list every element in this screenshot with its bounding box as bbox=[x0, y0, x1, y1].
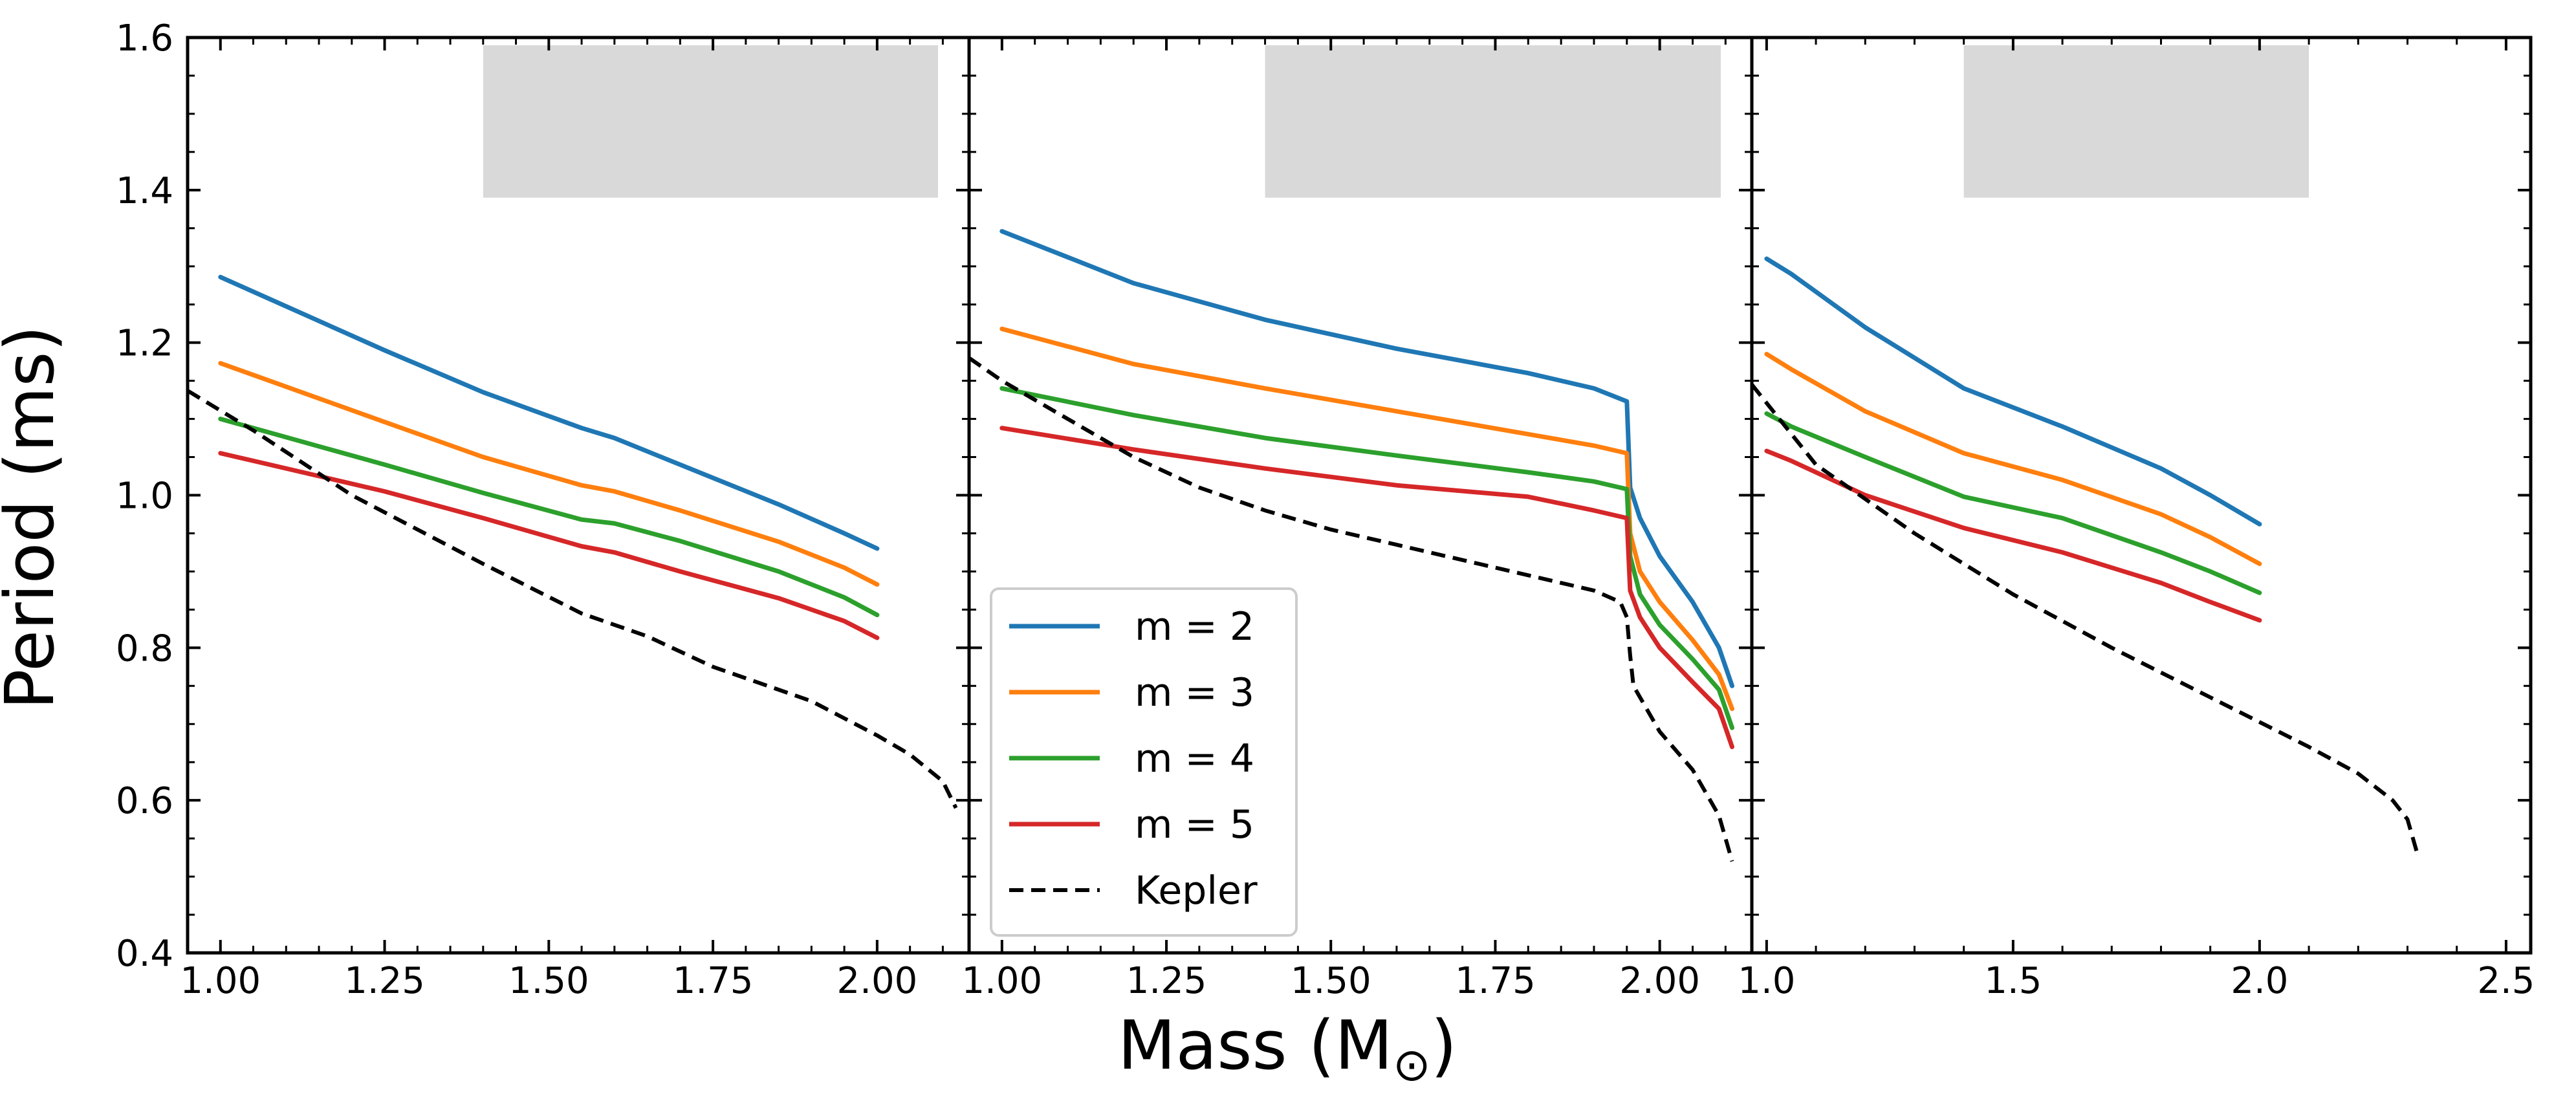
legend-box bbox=[990, 587, 1298, 937]
x-tick-label: 2.0 bbox=[2231, 960, 2288, 1002]
x-tick-label: 2.00 bbox=[1619, 960, 1700, 1002]
x-tick-label: 2.5 bbox=[2477, 960, 2535, 1002]
panels: 1.00 1.25 1.50 1.75 2.00 0.4 0.6 0.8 1.0 1.2 1.4 1.… bbox=[116, 17, 2535, 1002]
series-line-m-3 bbox=[999, 326, 1734, 712]
x-axis-label-main: Mass (M bbox=[1118, 1006, 1393, 1085]
shaded-region bbox=[1963, 45, 2309, 198]
series-line-m-4 bbox=[1764, 411, 2262, 595]
series-line-kepler bbox=[188, 389, 958, 809]
y-tick-label: 1.4 bbox=[116, 170, 173, 212]
x-tick-label: 1.50 bbox=[1291, 960, 1371, 1002]
y-tick-label: 0.4 bbox=[116, 933, 173, 975]
x-tick-label: 1.00 bbox=[961, 960, 1042, 1002]
panel-middle: 1.00 1.25 1.50 1.75 2.00 bbox=[961, 36, 1754, 1002]
x-tick-label: 1.75 bbox=[673, 960, 754, 1002]
shaded-region bbox=[1265, 45, 1721, 198]
x-tick-label: 1.50 bbox=[508, 960, 589, 1002]
x-tick-label: 1.75 bbox=[1455, 960, 1536, 1002]
shaded-region bbox=[483, 45, 938, 198]
series-line-m-3 bbox=[218, 361, 880, 587]
legend-label: m = 4 bbox=[1135, 736, 1254, 781]
legend-label: m = 5 bbox=[1135, 802, 1254, 847]
y-tick-label: 1.0 bbox=[116, 475, 173, 518]
y-tick-label: 1.6 bbox=[116, 17, 173, 60]
series-line-m-4 bbox=[218, 417, 880, 618]
x-tick-label: 1.25 bbox=[1126, 960, 1207, 1002]
x-tick-label: 1.0 bbox=[1738, 960, 1795, 1002]
legend-label: m = 2 bbox=[1135, 604, 1254, 649]
legend-label: m = 3 bbox=[1135, 670, 1254, 715]
panel-right: 1.0 1.5 2.0 2.5 bbox=[1738, 36, 2535, 1002]
panel-left: 1.00 1.25 1.50 1.75 2.00 0.4 0.6 0.8 1.0 1.2 1.4 1.… bbox=[116, 17, 971, 1002]
series-line-m-2 bbox=[1764, 256, 2262, 527]
x-axis-label: Mass (M⊙) bbox=[1118, 1006, 1457, 1091]
series-line-m-4 bbox=[999, 386, 1734, 730]
series-line-m-5 bbox=[218, 451, 880, 640]
legend: m = 2 m = 3 m = 4 m = 5 Kepler bbox=[990, 587, 1298, 937]
series-group bbox=[969, 229, 1734, 862]
y-tick-label: 0.8 bbox=[116, 627, 173, 670]
series-line-kepler bbox=[969, 356, 1734, 862]
x-tick-label: 1.25 bbox=[344, 960, 425, 1002]
y-tick-label: 0.6 bbox=[116, 780, 173, 822]
series-line-kepler bbox=[1752, 383, 2419, 855]
series-line-m-5 bbox=[1764, 448, 2262, 623]
x-axis-label-close: ) bbox=[1431, 1006, 1457, 1085]
series-line-m-2 bbox=[218, 274, 880, 551]
x-tick-label: 2.00 bbox=[837, 960, 918, 1002]
legend-label: Kepler bbox=[1135, 868, 1258, 913]
series-line-m-2 bbox=[999, 229, 1734, 688]
x-tick-label: 1.5 bbox=[1984, 960, 2042, 1002]
series-line-m-3 bbox=[1764, 351, 2262, 567]
x-axis-label-subscript: ⊙ bbox=[1393, 1038, 1431, 1091]
y-axis-label: Period (ms) bbox=[0, 325, 69, 710]
series-line-m-5 bbox=[999, 426, 1734, 750]
y-tick-label: 1.2 bbox=[116, 323, 173, 365]
x-tick-label: 1.00 bbox=[180, 960, 261, 1002]
series-group bbox=[1752, 256, 2419, 855]
series-group bbox=[188, 274, 958, 809]
